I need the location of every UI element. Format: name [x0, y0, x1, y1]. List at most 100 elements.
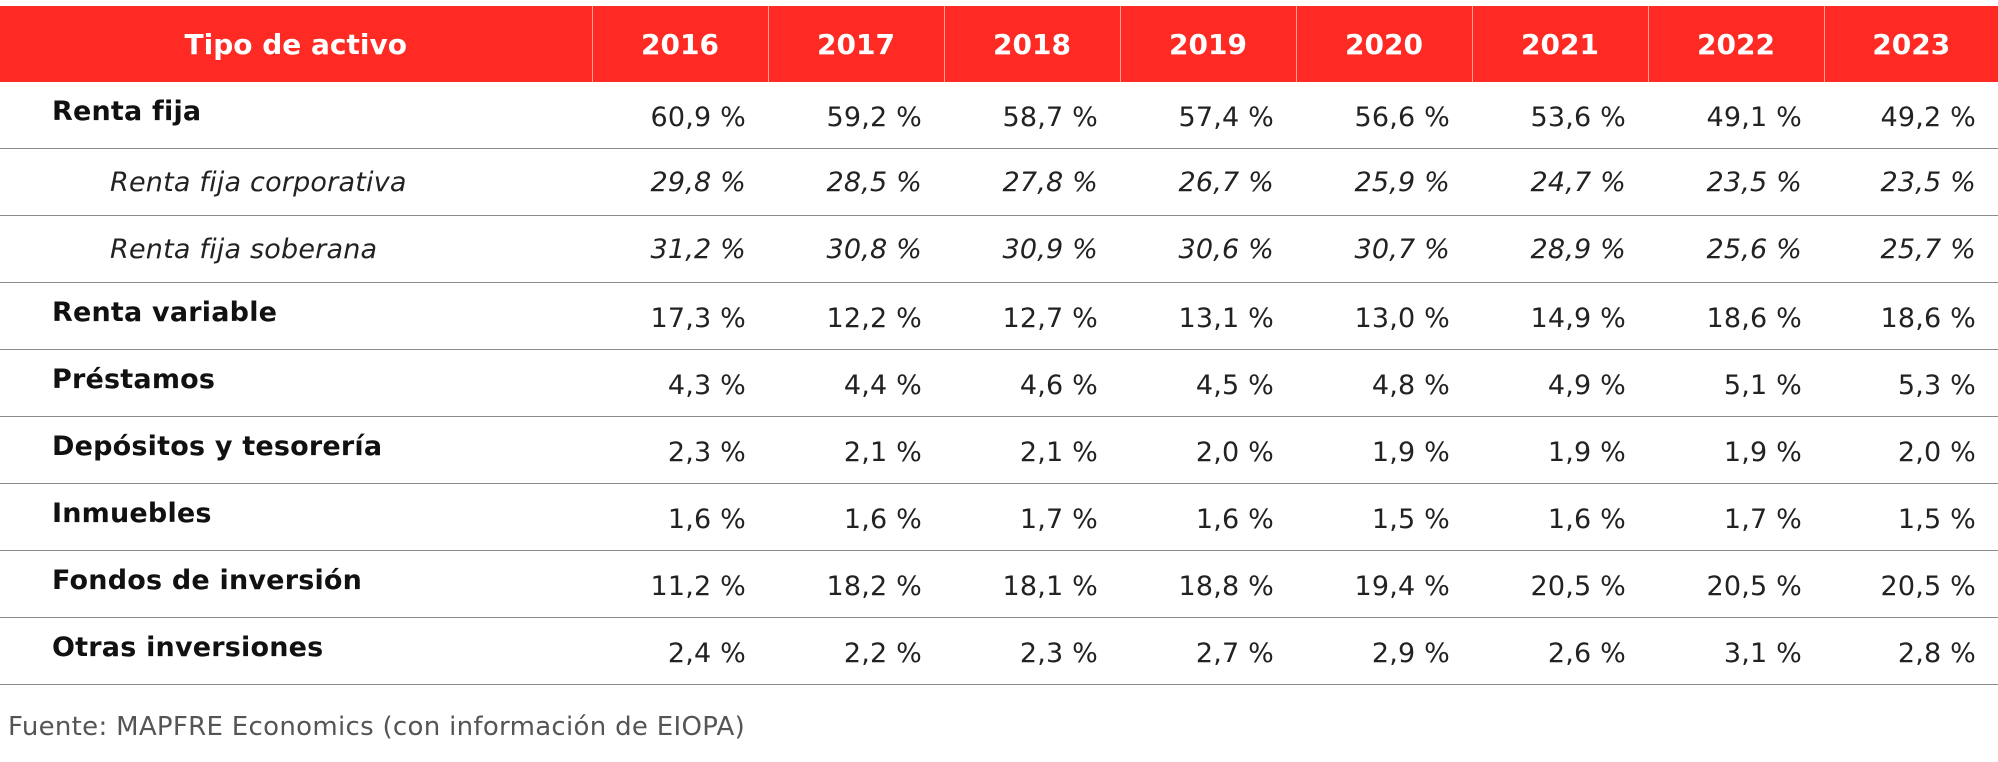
value-text: 1,6 %	[843, 503, 922, 535]
value-cell: 3,1 %	[1648, 617, 1824, 685]
value-cell: 56,6 %	[1296, 82, 1472, 149]
value-text: 12,7 %	[1002, 302, 1098, 334]
value-text: 13,1 %	[1178, 302, 1274, 334]
value-cell: 2,0 %	[1824, 416, 1998, 484]
row-label: Otras inversiones	[52, 631, 324, 663]
asset-allocation-table-container: Tipo de activo 2016 2017 2018 2019 2020 …	[0, 6, 1998, 685]
value-text: 57,4 %	[1178, 101, 1274, 133]
value-text: 4,6 %	[1019, 369, 1098, 401]
table-header: Tipo de activo 2016 2017 2018 2019 2020 …	[0, 6, 1998, 82]
value-text: 23,5 %	[1706, 166, 1802, 198]
table-row: Préstamos 4,3 % 4,4 % 4,6 % 4,5 % 4,8 % 4,9 % 5…	[0, 349, 1998, 417]
value-cell: 4,9 %	[1472, 349, 1648, 417]
value-cell: 13,0 %	[1296, 282, 1472, 350]
asset-allocation-table: Tipo de activo 2016 2017 2018 2019 2020 …	[0, 6, 1998, 685]
value-cell: 49,1 %	[1648, 82, 1824, 149]
value-text: 1,7 %	[1723, 503, 1802, 535]
value-cell: 17,3 %	[592, 282, 768, 350]
value-text: 59,2 %	[826, 101, 922, 133]
value-cell: 1,9 %	[1648, 416, 1824, 484]
value-cell: 2,6 %	[1472, 617, 1648, 685]
table-subrow: Renta fija corporativa 29,8 % 28,5 % 27,8 %…	[0, 148, 1998, 216]
value-text: 28,5 %	[826, 166, 922, 198]
value-cell: 4,3 %	[592, 349, 768, 417]
value-cell: 30,6 %	[1120, 215, 1296, 283]
value-cell: 5,3 %	[1824, 349, 1998, 417]
value-cell: 20,5 %	[1648, 550, 1824, 618]
value-text: 28,9 %	[1530, 233, 1626, 265]
row-label-cell: Renta fija	[0, 82, 592, 149]
value-cell: 1,9 %	[1296, 416, 1472, 484]
value-cell: 18,6 %	[1824, 282, 1998, 350]
value-cell: 18,1 %	[944, 550, 1120, 618]
value-cell: 12,2 %	[768, 282, 944, 350]
value-text: 4,3 %	[667, 369, 746, 401]
value-text: 30,7 %	[1354, 233, 1450, 265]
value-text: 20,5 %	[1880, 570, 1976, 602]
row-label-cell: Préstamos	[0, 349, 592, 417]
row-label: Renta fija soberana	[110, 233, 378, 265]
row-label: Renta fija corporativa	[110, 166, 407, 198]
value-cell: 14,9 %	[1472, 282, 1648, 350]
value-text: 53,6 %	[1530, 101, 1626, 133]
value-cell: 1,7 %	[944, 483, 1120, 551]
value-text: 2,3 %	[667, 436, 746, 468]
value-text: 3,1 %	[1723, 637, 1802, 669]
table-row: Inmuebles 1,6 % 1,6 % 1,7 % 1,6 % 1,5 % 1,6 % 1…	[0, 483, 1998, 551]
header-year: 2017	[767, 6, 944, 82]
table-body: Renta fija 60,9 % 59,2 % 58,7 % 57,4 % 56,6 %…	[0, 82, 1998, 685]
value-cell: 5,1 %	[1648, 349, 1824, 417]
value-text: 2,4 %	[667, 637, 746, 669]
value-cell: 24,7 %	[1472, 148, 1648, 216]
value-text: 30,9 %	[1002, 233, 1098, 265]
value-text: 2,1 %	[843, 436, 922, 468]
value-cell: 2,1 %	[768, 416, 944, 484]
value-cell: 30,9 %	[944, 215, 1120, 283]
row-label-cell: Inmuebles	[0, 483, 592, 551]
value-text: 18,1 %	[1002, 570, 1098, 602]
value-text: 2,3 %	[1019, 637, 1098, 669]
value-cell: 28,9 %	[1472, 215, 1648, 283]
value-text: 12,2 %	[826, 302, 922, 334]
value-cell: 19,4 %	[1296, 550, 1472, 618]
value-cell: 2,0 %	[1120, 416, 1296, 484]
value-text: 18,8 %	[1178, 570, 1274, 602]
value-text: 1,5 %	[1897, 503, 1976, 535]
value-text: 4,9 %	[1547, 369, 1626, 401]
value-cell: 29,8 %	[592, 148, 768, 216]
header-year: 2019	[1119, 6, 1296, 82]
value-text: 20,5 %	[1530, 570, 1626, 602]
value-cell: 1,6 %	[592, 483, 768, 551]
value-text: 4,8 %	[1371, 369, 1450, 401]
value-text: 11,2 %	[650, 570, 746, 602]
value-text: 1,6 %	[667, 503, 746, 535]
header-year: 2022	[1647, 6, 1824, 82]
value-cell: 18,6 %	[1648, 282, 1824, 350]
header-year: 2018	[943, 6, 1120, 82]
value-text: 24,7 %	[1530, 166, 1626, 198]
value-text: 25,7 %	[1880, 233, 1976, 265]
header-year: 2021	[1471, 6, 1648, 82]
value-text: 1,6 %	[1547, 503, 1626, 535]
value-cell: 30,7 %	[1296, 215, 1472, 283]
table-row: Renta variable 17,3 % 12,2 % 12,7 % 13,1 % 13…	[0, 282, 1998, 350]
value-text: 1,9 %	[1723, 436, 1802, 468]
row-label-cell: Renta fija soberana	[0, 215, 592, 283]
source-note: Fuente: MAPFRE Economics (con informació…	[8, 712, 746, 742]
value-text: 2,7 %	[1195, 637, 1274, 669]
table-row: Renta fija 60,9 % 59,2 % 58,7 % 57,4 % 56,6 %…	[0, 82, 1998, 149]
value-text: 25,9 %	[1354, 166, 1450, 198]
value-cell: 2,9 %	[1296, 617, 1472, 685]
value-cell: 4,6 %	[944, 349, 1120, 417]
value-text: 2,6 %	[1547, 637, 1626, 669]
value-text: 49,2 %	[1880, 101, 1976, 133]
row-label-cell: Depósitos y tesorería	[0, 416, 592, 484]
value-cell: 1,6 %	[768, 483, 944, 551]
value-cell: 18,2 %	[768, 550, 944, 618]
value-text: 2,0 %	[1897, 436, 1976, 468]
value-cell: 25,9 %	[1296, 148, 1472, 216]
value-cell: 2,3 %	[592, 416, 768, 484]
row-label-cell: Renta fija corporativa	[0, 148, 592, 216]
value-text: 30,8 %	[826, 233, 922, 265]
value-text: 20,5 %	[1706, 570, 1802, 602]
